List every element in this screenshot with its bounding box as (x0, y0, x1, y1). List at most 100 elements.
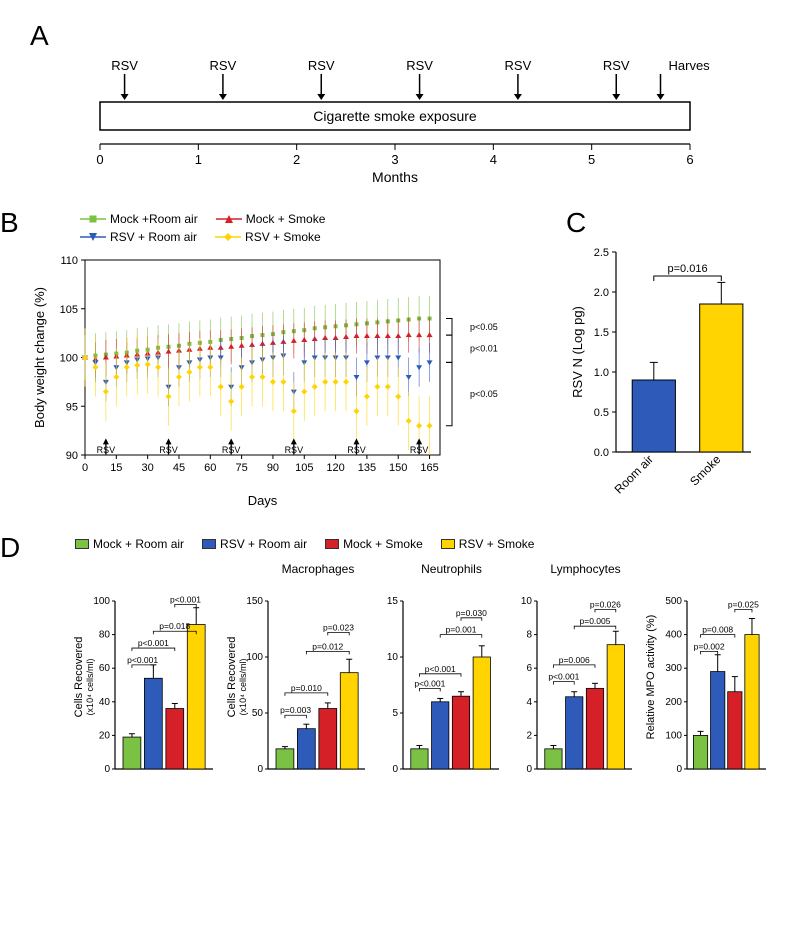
svg-text:5: 5 (393, 708, 399, 719)
svg-text:60: 60 (204, 462, 216, 474)
svg-text:Neutrophils: Neutrophils (421, 562, 482, 576)
panel-a: A RSVRSVRSVRSVRSVRSVHarvestCigarette smo… (30, 20, 766, 182)
panel-d-chart: 0246810Lymphocytesp<0.001p=0.006p=0.005p… (509, 561, 633, 781)
svg-text:0: 0 (96, 152, 103, 167)
svg-text:RSV: RSV (111, 58, 138, 73)
svg-text:RSV: RSV (505, 58, 532, 73)
panel-a-svg: RSVRSVRSVRSVRSVRSVHarvestCigarette smoke… (70, 52, 710, 182)
svg-text:p<0.05: p<0.05 (470, 322, 498, 332)
svg-text:0.0: 0.0 (594, 447, 609, 459)
svg-text:RSV N (Log pg): RSV N (Log pg) (570, 306, 585, 398)
panel-b: B Mock +Room airMock + Smoke RSV + Room … (30, 212, 546, 512)
svg-text:0: 0 (257, 764, 263, 775)
svg-text:p=0.025: p=0.025 (728, 599, 759, 609)
legend-item: RSV + Room air (202, 537, 307, 551)
figure-container: A RSVRSVRSVRSVRSVRSVHarvestCigarette smo… (0, 0, 796, 801)
svg-text:120: 120 (326, 462, 344, 474)
svg-text:p=0.002: p=0.002 (694, 641, 725, 651)
svg-text:100: 100 (666, 730, 683, 741)
svg-text:15: 15 (110, 462, 122, 474)
svg-text:RSV: RSV (97, 445, 116, 455)
panel-d-chart: 050100150MacrophagesCells Recovered(x10⁴… (223, 561, 366, 781)
legend-item: Mock + Smoke (216, 212, 326, 226)
svg-text:p=0.030: p=0.030 (456, 608, 487, 618)
svg-text:100: 100 (93, 596, 110, 607)
svg-text:p<0.001: p<0.001 (425, 664, 456, 674)
panel-d-legend: Mock + Room air RSV + Room air Mock + Smok… (75, 537, 766, 551)
svg-text:RSV: RSV (222, 445, 241, 455)
svg-text:p<0.001: p<0.001 (138, 638, 169, 648)
svg-text:60: 60 (99, 663, 111, 674)
svg-text:p<0.001: p<0.001 (170, 594, 201, 604)
svg-text:2: 2 (526, 730, 532, 741)
svg-text:75: 75 (235, 462, 247, 474)
svg-text:105: 105 (60, 304, 78, 316)
legend-swatch (325, 539, 339, 549)
legend-item: Mock +Room air (80, 212, 198, 226)
svg-text:p=0.018: p=0.018 (159, 621, 190, 631)
svg-text:0: 0 (104, 764, 110, 775)
panel-b-legend: Mock +Room air Mock + Smoke RSV + Room ai… (80, 212, 546, 244)
svg-text:0: 0 (393, 764, 399, 775)
svg-text:1.5: 1.5 (594, 327, 609, 339)
svg-text:150: 150 (389, 462, 407, 474)
svg-text:90: 90 (66, 450, 78, 462)
panel-d-chart: 0100200300400500Relative MPO activity (%… (642, 561, 766, 781)
svg-text:p<0.05: p<0.05 (470, 389, 498, 399)
svg-text:RSV: RSV (406, 58, 433, 73)
svg-text:RSV: RSV (285, 445, 304, 455)
legend-swatch (441, 539, 455, 549)
panel-d-chart: 051015Neutrophilsp<0.001p<0.001p=0.001p=… (375, 561, 499, 781)
legend-label: Mock + Smoke (343, 537, 423, 551)
svg-text:6: 6 (686, 152, 693, 167)
legend-label: RSV + Smoke (459, 537, 535, 551)
svg-text:500: 500 (666, 596, 683, 607)
panel-d-chart: 020406080100Cells Recovered(x10⁴ cells/m… (70, 561, 213, 781)
svg-text:150: 150 (246, 596, 263, 607)
legend-label: Mock +Room air (110, 212, 198, 226)
svg-text:3: 3 (391, 152, 398, 167)
svg-text:0: 0 (82, 462, 88, 474)
svg-text:4: 4 (490, 152, 497, 167)
svg-text:300: 300 (666, 663, 683, 674)
legend-label: Mock + Room air (93, 537, 184, 551)
svg-text:100: 100 (246, 652, 263, 663)
svg-text:2.0: 2.0 (594, 287, 609, 299)
svg-text:2.5: 2.5 (594, 247, 609, 259)
svg-text:0.5: 0.5 (594, 407, 609, 419)
svg-text:15: 15 (387, 596, 399, 607)
legend-swatch (75, 539, 89, 549)
svg-text:8: 8 (526, 630, 532, 641)
legend-item: RSV + Smoke (215, 230, 321, 244)
svg-text:0: 0 (526, 764, 532, 775)
legend-label: RSV + Room air (220, 537, 307, 551)
svg-text:p=0.010: p=0.010 (290, 683, 321, 693)
svg-text:80: 80 (99, 630, 111, 641)
legend-label: Mock + Smoke (246, 212, 326, 226)
panel-a-label: A (30, 20, 49, 51)
svg-text:p=0.003: p=0.003 (280, 705, 311, 715)
panel-c: C 0.00.51.01.52.02.5RSV N (Log pg)Room a… (566, 212, 766, 512)
svg-text:p<0.001: p<0.001 (548, 672, 579, 682)
svg-text:p=0.012: p=0.012 (312, 641, 343, 651)
svg-text:100: 100 (60, 353, 78, 365)
legend-item: Mock + Smoke (325, 537, 423, 551)
svg-text:1: 1 (195, 152, 202, 167)
legend-item: RSV + Room air (80, 230, 197, 244)
svg-text:Days: Days (248, 493, 278, 508)
svg-text:RSV: RSV (347, 445, 366, 455)
legend-item: Mock + Room air (75, 537, 184, 551)
svg-text:p<0.001: p<0.001 (127, 655, 158, 665)
svg-text:90: 90 (267, 462, 279, 474)
svg-text:4: 4 (526, 697, 532, 708)
svg-text:40: 40 (99, 697, 111, 708)
legend-label: RSV + Smoke (245, 230, 321, 244)
svg-text:RSV: RSV (410, 445, 429, 455)
svg-text:Lymphocytes: Lymphocytes (550, 562, 620, 576)
svg-text:Smoke: Smoke (687, 452, 724, 489)
svg-text:p=0.023: p=0.023 (323, 622, 354, 632)
legend-item: RSV + Smoke (441, 537, 535, 551)
svg-text:5: 5 (588, 152, 595, 167)
svg-text:20: 20 (99, 730, 111, 741)
svg-text:RSV: RSV (308, 58, 335, 73)
